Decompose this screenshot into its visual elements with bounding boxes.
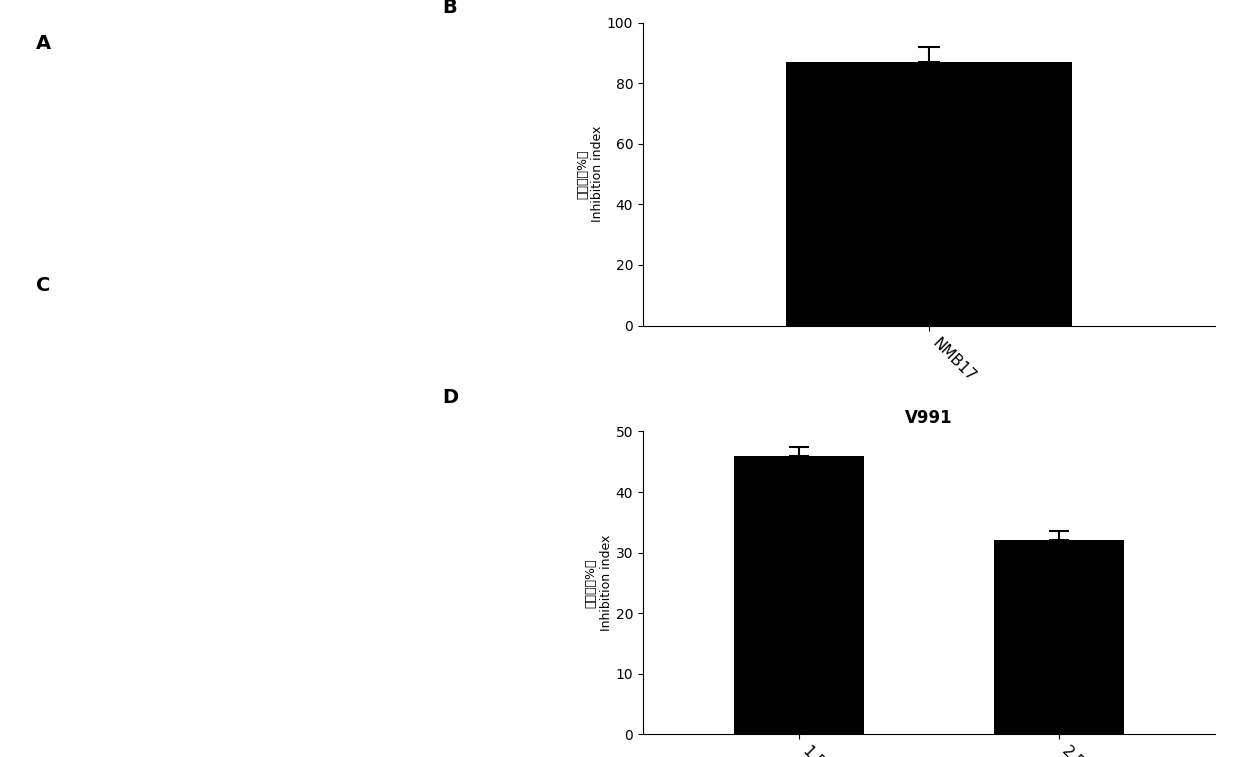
Y-axis label: 抑菌率（%）
Inhibition index: 抑菌率（%） Inhibition index (585, 534, 613, 631)
Bar (734, 456, 864, 734)
Y-axis label: 抑菌率（%）
Inhibition index: 抑菌率（%） Inhibition index (577, 126, 604, 223)
Title: V991: V991 (905, 409, 952, 427)
Bar (786, 62, 1073, 326)
Text: C: C (36, 276, 51, 295)
Text: D: D (443, 388, 459, 407)
Text: B: B (443, 0, 458, 17)
Text: A: A (36, 34, 51, 53)
Bar (994, 540, 1125, 734)
